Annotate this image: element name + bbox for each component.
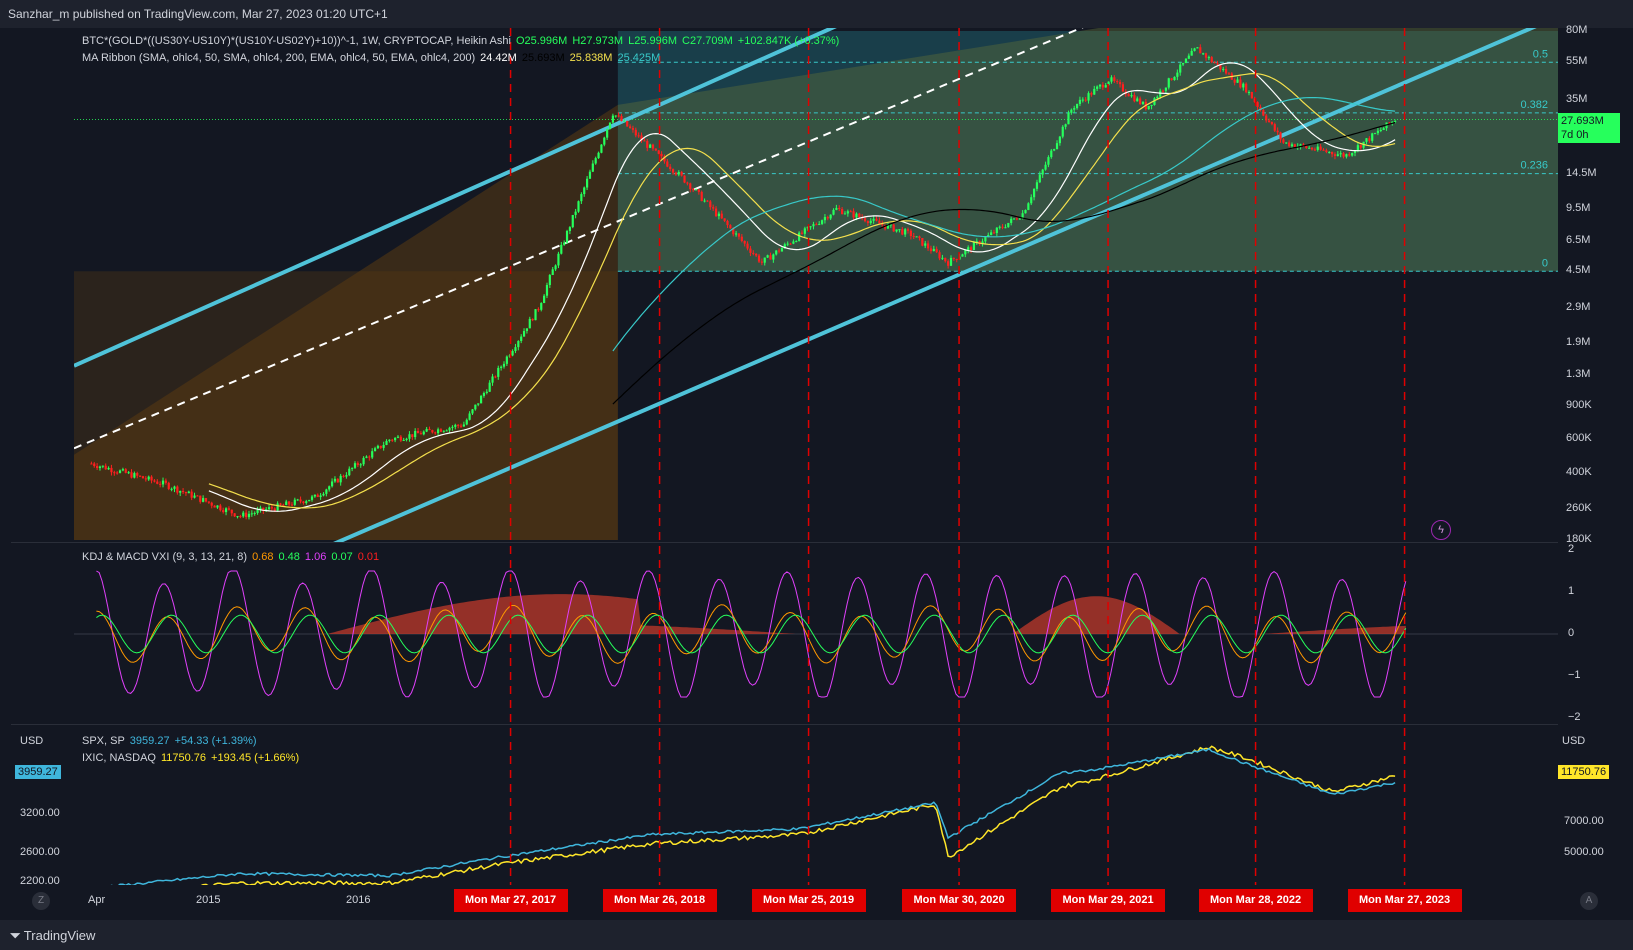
kdj-value-4: 0.07 — [331, 551, 353, 563]
date-marker-label: Mon Mar 27, 2023 — [1347, 889, 1462, 912]
tradingview-logo[interactable]: ⏷ TradingView — [10, 928, 95, 944]
close-value: C27.709M — [682, 35, 733, 47]
spx-value: 3959.27 — [129, 735, 170, 747]
kdj-axis-label: 1 — [1568, 585, 1575, 597]
spx-axis-label: 2200.00 — [20, 875, 60, 887]
ixic-axis-label: 5000.00 — [1564, 846, 1604, 858]
kdj-axis-label: −2 — [1568, 711, 1581, 723]
kdj-axis-label: 2 — [1568, 543, 1575, 555]
tv-brand: TradingView — [23, 928, 96, 943]
ma-ribbon-label: MA Ribbon (SMA, ohlc4, 50, SMA, ohlc4, 2… — [82, 52, 476, 64]
price-axis-label: 600K — [1566, 432, 1592, 445]
spx-name: SPX, SP — [82, 735, 125, 747]
price-axis-label: 35M — [1566, 93, 1588, 106]
last-price: 27.693M — [1561, 115, 1604, 127]
time-label-apr: Apr — [88, 894, 106, 906]
main-legend-line1[interactable]: BTC*(GOLD*((US30Y-US10Y)*(US10Y-US02Y)+1… — [82, 35, 844, 47]
footer-bar — [0, 920, 1633, 950]
change-value: +102.847K (+0.37%) — [737, 35, 840, 47]
price-axis-label: 14.5M — [1566, 166, 1597, 179]
date-marker-label: Mon Mar 25, 2019 — [751, 889, 866, 912]
indices-panel[interactable] — [11, 725, 1558, 885]
price-panel[interactable] — [11, 28, 1558, 542]
kdj-value-1: 0.68 — [252, 551, 274, 563]
date-marker-label: Mon Mar 30, 2020 — [902, 889, 1017, 912]
price-axis-label: 900K — [1566, 398, 1592, 411]
spx-change: +54.33 (+1.39%) — [174, 735, 257, 747]
kdj-value-3: 1.06 — [304, 551, 327, 563]
ma-value-3: 25.838M — [569, 52, 613, 64]
ma-ribbon-legend[interactable]: MA Ribbon (SMA, ohlc4, 50, SMA, ohlc4, 2… — [82, 52, 665, 64]
kdj-value-5: 0.01 — [357, 551, 380, 563]
price-axis-label: 180K — [1566, 533, 1592, 545]
price-axis-label: 1.3M — [1566, 367, 1591, 380]
symbol-label: BTC*(GOLD*((US30Y-US10Y)*(US10Y-US02Y)+1… — [82, 35, 511, 47]
ma-value-4: 25.425M — [617, 52, 661, 64]
last-price-tag: 27.693M 7d 0h — [1558, 113, 1620, 143]
kdj-axis-label: 0 — [1568, 627, 1575, 639]
top-bar: Sanzhar_m published on TradingView.com, … — [0, 0, 1633, 28]
date-marker-label: Mon Mar 28, 2022 — [1198, 889, 1313, 912]
price-axis-label: 6.5M — [1566, 233, 1591, 246]
right-currency-label: USD — [1562, 735, 1586, 747]
time-label-2016: 2016 — [346, 894, 371, 906]
kdj-value-2: 0.48 — [278, 551, 300, 563]
lightning-icon[interactable]: ϟ — [1431, 520, 1451, 540]
left-currency-label: USD — [20, 735, 44, 747]
kdj-panel[interactable] — [11, 543, 1558, 724]
low-value: L25.996M — [628, 35, 678, 47]
spx-axis-label: 3200.00 — [20, 807, 60, 819]
price-axis-label: 2.9M — [1566, 300, 1591, 313]
price-axis-label: 80M — [1566, 24, 1588, 36]
ixic-change: +193.45 (+1.66%) — [211, 752, 300, 764]
ixic-legend[interactable]: IXIC, NASDAQ 11750.76 +193.45 (+1.66%) — [82, 752, 304, 764]
price-axis-label: 55M — [1566, 55, 1588, 68]
tv-icon: ⏷ — [10, 928, 21, 943]
open-value: O25.996M — [515, 35, 568, 47]
price-axis-label: 9.5M — [1566, 201, 1591, 214]
ixic-price-tag: 11750.76 — [1558, 765, 1610, 779]
a-button[interactable]: A — [1580, 892, 1598, 910]
kdj-axis-label: −1 — [1568, 669, 1581, 681]
high-value: H27.973M — [572, 35, 624, 47]
price-axis-label: 4.5M — [1566, 264, 1591, 277]
date-marker-label: Mon Mar 29, 2021 — [1051, 889, 1166, 912]
price-axis-label: 260K — [1566, 502, 1592, 515]
ixic-value: 11750.76 — [160, 752, 207, 764]
time-label-2015: 2015 — [196, 894, 221, 906]
spx-price-tag: 3959.27 — [15, 765, 61, 779]
ixic-name: IXIC, NASDAQ — [82, 752, 156, 764]
date-marker-label: Mon Mar 27, 2017 — [453, 889, 568, 912]
date-marker-label: Mon Mar 26, 2018 — [602, 889, 717, 912]
spx-axis-label: 2600.00 — [20, 846, 60, 858]
price-axis-label: 1.9M — [1566, 336, 1591, 349]
ma-value-2: 25.693M — [521, 52, 565, 64]
panel-divider[interactable] — [11, 542, 1558, 543]
spx-legend[interactable]: SPX, SP 3959.27 +54.33 (+1.39%) — [82, 735, 262, 747]
ixic-axis-label: 7000.00 — [1564, 815, 1604, 827]
ma-value-1: 24.42M — [480, 52, 517, 64]
kdj-legend[interactable]: KDJ & MACD VXI (9, 3, 13, 21, 8) 0.68 0.48… — [82, 551, 384, 563]
kdj-label: KDJ & MACD VXI (9, 3, 13, 21, 8) — [82, 551, 248, 563]
price-axis-label: 400K — [1566, 466, 1592, 479]
z-button[interactable]: Z — [32, 892, 50, 910]
bar-countdown: 7d 0h — [1561, 129, 1589, 141]
panel-divider[interactable] — [11, 724, 1558, 725]
publisher-line: Sanzhar_m published on TradingView.com, … — [8, 7, 388, 21]
